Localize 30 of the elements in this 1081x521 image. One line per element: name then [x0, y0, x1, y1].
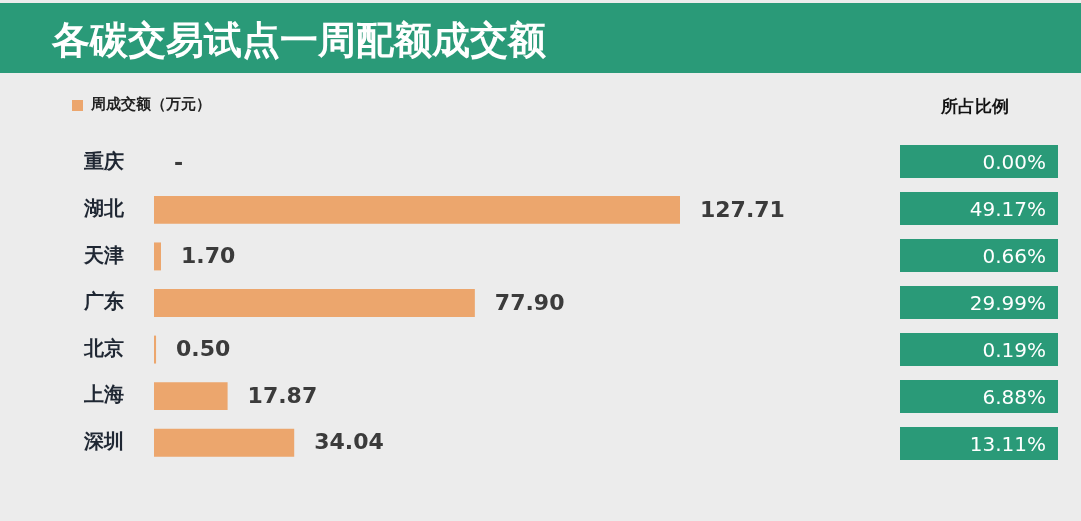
data-label: 127.71: [700, 196, 785, 222]
bar: [154, 382, 228, 411]
label-box: 49.17%: [900, 192, 1058, 225]
data-label: 0.50: [176, 336, 231, 362]
data-label: 77.90: [494, 289, 565, 315]
bar: [154, 428, 295, 457]
label-box: 0.00%: [900, 145, 1058, 178]
bar: [154, 289, 475, 317]
label-box: 13.11%: [900, 427, 1058, 460]
y-tick-label: 广东: [83, 289, 124, 314]
label-box: 0.66%: [900, 239, 1058, 272]
y-tick-label: 湖北: [83, 196, 125, 221]
data-label: 1.70: [181, 243, 236, 269]
data-label: 34.04: [314, 429, 384, 455]
y-tick-label: 深圳: [83, 428, 124, 453]
label-box: 0.19%: [900, 333, 1058, 366]
data-label: -: [174, 150, 184, 175]
bar: [154, 335, 157, 364]
chart-title: 各碳交易试点一周配额成交额: [52, 17, 546, 63]
y-tick-label: 重庆: [83, 149, 124, 174]
data-label: 17.87: [247, 382, 318, 408]
y-tick-label: 北京: [83, 335, 124, 360]
label-box: 29.99%: [900, 286, 1058, 319]
label-box: 6.88%: [900, 380, 1058, 413]
text: 所占比例: [940, 95, 1010, 118]
bar: [154, 195, 680, 224]
legend-label: 周成交额（万元）: [89, 95, 211, 114]
y-tick-label: 上海: [83, 382, 124, 407]
bar: [154, 242, 161, 271]
y-tick-label: 天津: [83, 242, 124, 267]
